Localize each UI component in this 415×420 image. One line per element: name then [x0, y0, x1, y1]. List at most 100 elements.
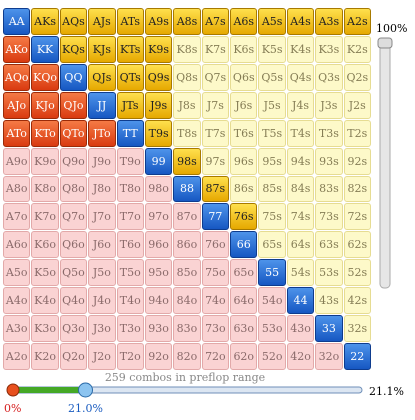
hand-cell[interactable]: A3s	[315, 8, 343, 35]
hand-cell[interactable]: KJs	[88, 35, 116, 63]
hand-cell[interactable]: T2s	[343, 119, 371, 147]
hand-cell[interactable]: J7s	[201, 91, 230, 119]
hand-cell[interactable]: 93s	[315, 147, 343, 175]
hand-cell[interactable]: J7o	[88, 203, 116, 231]
hand-cell[interactable]: JJ	[88, 91, 116, 119]
hand-cell[interactable]: ATs	[116, 8, 144, 35]
hand-cell[interactable]: Q5o	[59, 259, 88, 287]
hand-cell[interactable]: 42o	[286, 343, 315, 370]
hand-cell[interactable]: 64o	[230, 287, 258, 315]
hand-cell[interactable]: 99	[144, 147, 173, 175]
hand-cell[interactable]: 84o	[173, 287, 201, 315]
hand-cell[interactable]: QTo	[59, 119, 88, 147]
hand-cell[interactable]: Q4s	[286, 63, 315, 91]
hand-cell[interactable]: A9o	[3, 147, 31, 175]
hand-cell[interactable]: 65o	[230, 259, 258, 287]
hand-cell[interactable]: Q6s	[230, 63, 258, 91]
hand-cell[interactable]: T4s	[286, 119, 315, 147]
hand-cell[interactable]: 96s	[230, 147, 258, 175]
hand-cell[interactable]: K8o	[31, 175, 59, 203]
hand-cell[interactable]: K8s	[173, 35, 201, 63]
hand-cell[interactable]: AJs	[88, 8, 116, 35]
hand-cell[interactable]: A5o	[3, 259, 31, 287]
hand-cell[interactable]: A7o	[3, 203, 31, 231]
hand-cell[interactable]: A6o	[3, 231, 31, 259]
hand-cell[interactable]: Q9o	[59, 147, 88, 175]
hand-cell[interactable]: T9o	[116, 147, 144, 175]
hand-cell[interactable]: Q5s	[258, 63, 286, 91]
value-knob[interactable]	[78, 382, 93, 398]
hand-cell[interactable]: Q7s	[201, 63, 230, 91]
hand-cell[interactable]: 92s	[343, 147, 371, 175]
hand-cell[interactable]: AKo	[3, 35, 31, 63]
hand-cell[interactable]: Q9s	[144, 63, 173, 91]
hand-cell[interactable]: Q3o	[59, 315, 88, 343]
hand-cell[interactable]: T8s	[173, 119, 201, 147]
hand-cell[interactable]: AJo	[3, 91, 31, 119]
hand-cell[interactable]: K4o	[31, 287, 59, 315]
hand-cell[interactable]: 73o	[201, 315, 230, 343]
hand-cell[interactable]: J5s	[258, 91, 286, 119]
hand-cell[interactable]: K7s	[201, 35, 230, 63]
hand-cell[interactable]: T2o	[116, 343, 144, 370]
hand-cell[interactable]: 64s	[286, 231, 315, 259]
hand-cell[interactable]: QJo	[59, 91, 88, 119]
hand-cell[interactable]: J2s	[343, 91, 371, 119]
hand-cell[interactable]: T5o	[116, 259, 144, 287]
hand-cell[interactable]: 73s	[315, 203, 343, 231]
hand-cell[interactable]: 86s	[230, 175, 258, 203]
hand-cell[interactable]: 54s	[286, 259, 315, 287]
hand-cell[interactable]: 76o	[201, 231, 230, 259]
hand-cell[interactable]: 74o	[201, 287, 230, 315]
hand-cell[interactable]: AQs	[59, 8, 88, 35]
hand-cell[interactable]: ATo	[3, 119, 31, 147]
hand-cell[interactable]: 33	[315, 315, 343, 343]
vertical-slider-knob[interactable]	[377, 37, 393, 49]
hand-cell[interactable]: 32s	[343, 315, 371, 343]
hand-cell[interactable]: J9o	[88, 147, 116, 175]
hand-cell[interactable]: T6o	[116, 231, 144, 259]
hand-cell[interactable]: T7s	[201, 119, 230, 147]
hand-cell[interactable]: A2o	[3, 343, 31, 370]
hand-cell[interactable]: K6s	[230, 35, 258, 63]
hand-cell[interactable]: KQs	[59, 35, 88, 63]
hand-cell[interactable]: J2o	[88, 343, 116, 370]
hand-cell[interactable]: Q7o	[59, 203, 88, 231]
vertical-slider-track[interactable]	[379, 37, 391, 289]
hand-cell[interactable]: Q8s	[173, 63, 201, 91]
hand-cell[interactable]: TT	[116, 119, 144, 147]
hand-cell[interactable]: Q8o	[59, 175, 88, 203]
hand-cell[interactable]: A3o	[3, 315, 31, 343]
hand-cell[interactable]: T3o	[116, 315, 144, 343]
hand-cell[interactable]: 83s	[315, 175, 343, 203]
hand-cell[interactable]: A7s	[201, 8, 230, 35]
hand-cell[interactable]: 75o	[201, 259, 230, 287]
hand-cell[interactable]: 84s	[286, 175, 315, 203]
hand-cell[interactable]: KTo	[31, 119, 59, 147]
hand-cell[interactable]: JTo	[88, 119, 116, 147]
hand-cell[interactable]: 62s	[343, 231, 371, 259]
hand-cell[interactable]: Q3s	[315, 63, 343, 91]
hand-cell[interactable]: K4s	[286, 35, 315, 63]
hand-cell[interactable]: K9s	[144, 35, 173, 63]
hand-cell[interactable]: AQo	[3, 63, 31, 91]
hand-cell[interactable]: K6o	[31, 231, 59, 259]
hand-cell[interactable]: A4s	[286, 8, 315, 35]
hand-cell[interactable]: 87o	[173, 203, 201, 231]
hand-cell[interactable]: J6o	[88, 231, 116, 259]
hand-cell[interactable]: Q2s	[343, 63, 371, 91]
hand-cell[interactable]: 44	[286, 287, 315, 315]
hand-cell[interactable]: A5s	[258, 8, 286, 35]
hand-cell[interactable]: 95o	[144, 259, 173, 287]
hand-cell[interactable]: QQ	[59, 63, 88, 91]
hand-cell[interactable]: 52s	[343, 259, 371, 287]
hand-cell[interactable]: 97o	[144, 203, 173, 231]
hand-cell[interactable]: J4o	[88, 287, 116, 315]
hand-cell[interactable]: 53o	[258, 315, 286, 343]
hand-cell[interactable]: K5s	[258, 35, 286, 63]
hand-cell[interactable]: K7o	[31, 203, 59, 231]
hand-cell[interactable]: 22	[343, 343, 371, 370]
hand-cell[interactable]: A9s	[144, 8, 173, 35]
hand-cell[interactable]: 74s	[286, 203, 315, 231]
hand-cell[interactable]: 77	[201, 203, 230, 231]
